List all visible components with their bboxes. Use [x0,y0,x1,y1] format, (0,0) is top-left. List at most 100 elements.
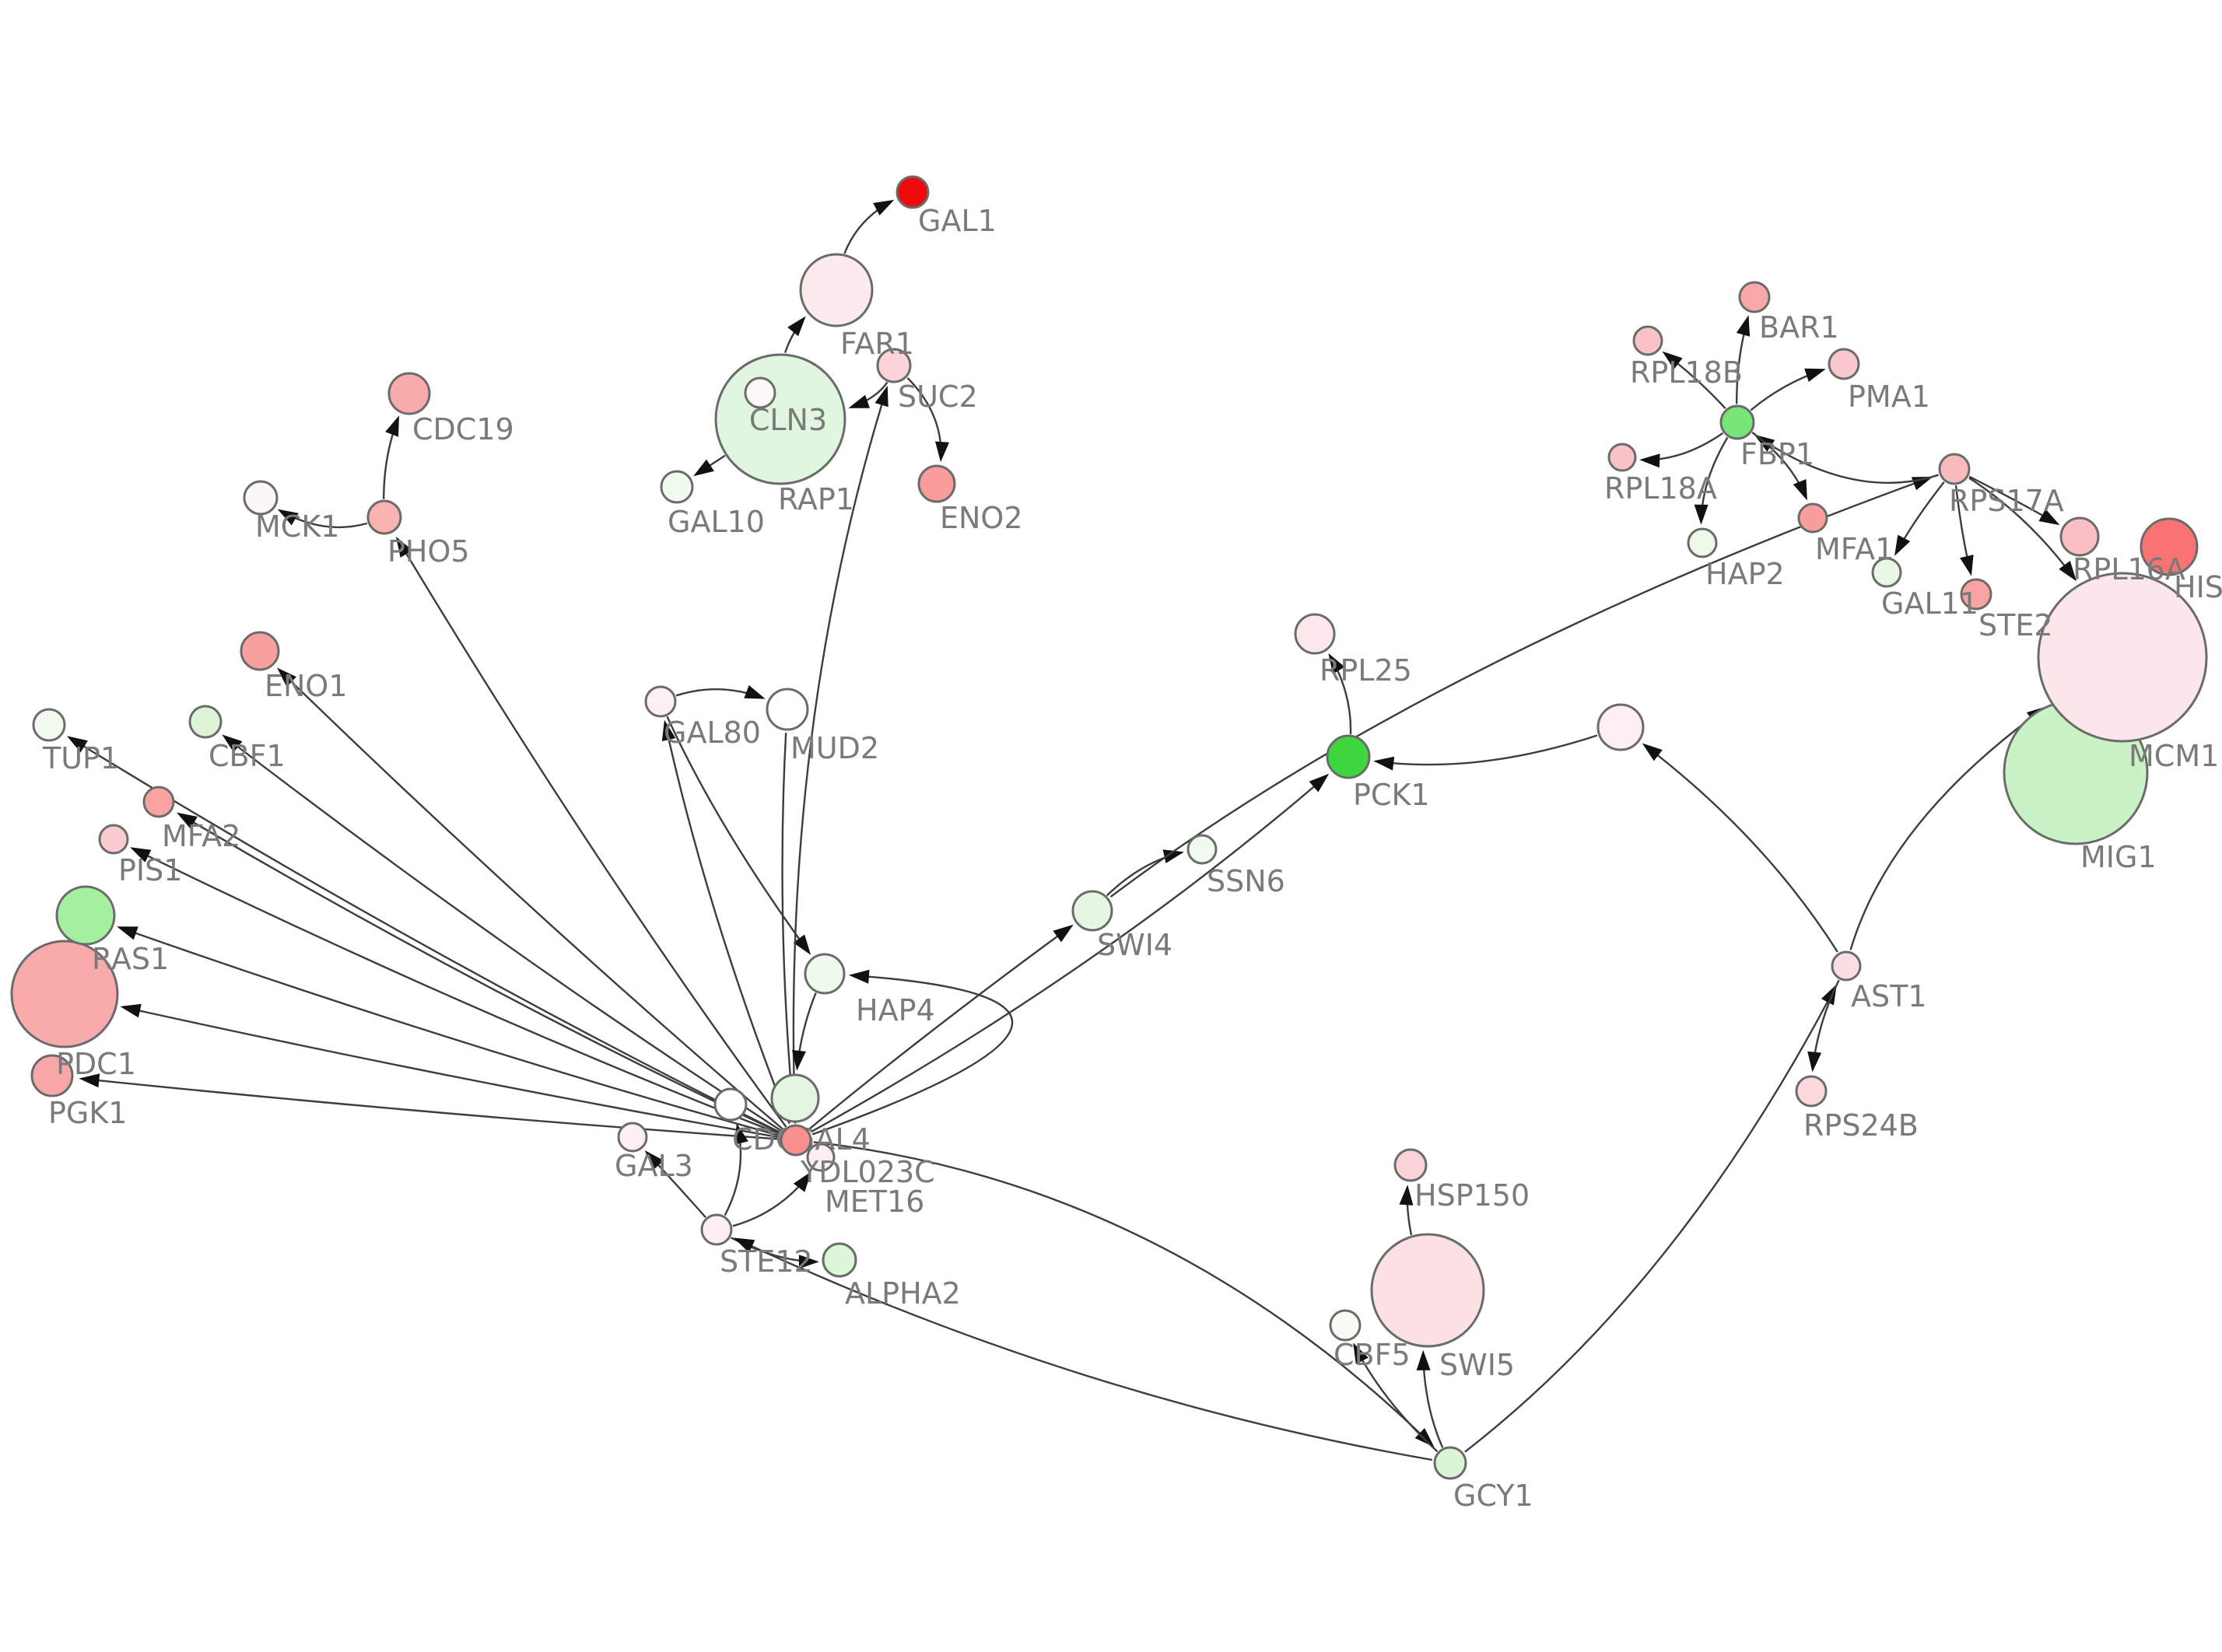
node-PGK1[interactable] [30,1054,74,1097]
edge-RPS17A-RPL16A[interactable] [1968,475,2045,518]
node-ALPHA2[interactable] [822,1242,857,1278]
node-RPL16A[interactable] [2059,516,2100,557]
edge-YDL023C-PHO5[interactable] [405,552,787,1128]
node-GCY1[interactable] [1433,1446,1467,1480]
node-GAL4[interactable] [770,1073,820,1123]
edge-GCY1-STE12[interactable] [750,1244,1433,1461]
node-PHO5[interactable] [366,499,402,535]
edge-YDL023C-PIS1[interactable] [145,854,780,1135]
node-GAL10[interactable] [660,470,694,504]
node-MCK1[interactable] [243,480,279,516]
edge-NODE_X-PCK1[interactable] [1390,734,1598,766]
edge-SWI5-HSP150[interactable] [1406,1202,1413,1236]
node-MCM1[interactable] [2037,572,2208,743]
edge-RPS17A-FBP1[interactable] [1768,443,1939,484]
node-SWI5[interactable] [1370,1233,1485,1348]
node-STE12[interactable] [700,1213,733,1246]
edge-AST1-MCM1[interactable] [1849,716,2034,950]
node-MUD2[interactable] [766,688,809,731]
node-ENO2[interactable] [917,464,956,503]
edge-FBP1-MFA1[interactable] [1751,432,1801,485]
node-MET16[interactable] [806,1143,836,1172]
node-CBF5[interactable] [1329,1309,1362,1342]
edge-YDL023C-SUC2[interactable] [792,402,884,1124]
node-GAL80[interactable] [644,685,677,718]
node-PIS1[interactable] [98,824,129,855]
node-CDC[interactable] [713,1087,748,1122]
node-HAP2[interactable] [1687,527,1718,558]
node-BAR1[interactable] [1738,281,1771,313]
node-RPL25[interactable] [1294,613,1336,655]
edge-YDL023C-GCY1[interactable] [813,1141,1421,1435]
edge-PHO5-CDC19[interactable] [383,432,394,499]
edge-STE12-GAL3[interactable] [656,1162,706,1218]
node-RPS24B[interactable] [1795,1075,1828,1108]
edge-SWI4-RPS17A[interactable] [1109,481,1916,898]
node-CBF1[interactable] [188,705,223,739]
node-SWI4[interactable] [1071,890,1113,932]
node-ENO1[interactable] [240,631,280,671]
edge-GCY1-CBF5[interactable] [1360,1357,1439,1453]
edge-YDL023C-GAL80[interactable] [667,736,790,1125]
node-GAL11[interactable] [1871,557,1902,588]
edge-GCY1-AST1[interactable] [1464,999,1830,1453]
edge-FBP1-HAP2[interactable] [1701,436,1729,508]
edge-CLN3-FAR1[interactable] [783,330,797,353]
node-PCK1[interactable] [1326,734,1371,779]
edge-AST1-NODE_X[interactable] [1656,753,1838,953]
edge-GAL80-MUD2[interactable] [675,688,750,697]
edge-FBP1-RPL18A[interactable] [1656,432,1724,460]
node-GAL1[interactable] [895,175,930,209]
edge-MUD2-YDL023C[interactable] [781,733,794,1104]
edge-FAR1-GAL1[interactable] [843,208,880,254]
edge-YDL023C-CBF1[interactable] [235,744,783,1132]
edge-STE12-MET16[interactable] [732,1184,801,1227]
node-FBP1[interactable] [1719,404,1755,440]
edge-YDL023C-MFA2[interactable] [191,821,781,1134]
node-HIS4[interactable] [2140,517,2199,576]
edge-RPS17A-GAL11[interactable] [1901,481,1945,542]
edge-YDL023C-SWI4[interactable] [808,934,1060,1130]
node-HSP150[interactable] [1393,1148,1428,1182]
edge-AST1-RPS24B[interactable] [1814,979,1840,1055]
edge-YDL023C-HAP4[interactable] [811,975,1014,1136]
node-RAS1[interactable] [55,885,116,946]
node-SSN6[interactable] [1186,834,1218,865]
node-YDL023C[interactable] [780,1124,812,1157]
edge-SUC2-ENO2[interactable] [906,377,942,445]
edge-CLN3-GAL10[interactable] [707,454,726,468]
node-AST1[interactable] [1831,950,1862,982]
node-SUC2[interactable] [876,348,912,383]
edge-RPS17A-MCM1[interactable] [1968,477,2067,568]
node-STE2[interactable] [1960,578,1992,611]
edge-YDL023C-PCK1[interactable] [810,784,1316,1133]
node-MFA2[interactable] [142,786,175,818]
node-MFA1[interactable] [1797,502,1828,534]
node-CDC19[interactable] [387,372,431,415]
edge-STE12-CDCX[interactable] [724,1140,742,1216]
edge-PHO5-MCK1[interactable] [293,516,368,529]
node-FAR1[interactable] [799,253,874,327]
edge-YDL023C-TUP1[interactable] [81,744,782,1134]
node-GAL3[interactable] [617,1122,648,1153]
edge-YDL023C-PDC1[interactable] [137,1009,779,1139]
edge-YDL023C-RAS1[interactable] [133,931,780,1137]
edge-RPS17A-STE2[interactable] [1954,485,1969,559]
node-NODE_X[interactable] [1596,703,1645,751]
node-PMA1[interactable] [1828,348,1860,380]
node-PDC1[interactable] [10,940,119,1048]
node-HAP4[interactable] [804,953,846,995]
edge-YDL023C-PGK1[interactable] [96,1079,779,1140]
edge-GCY1-SWI5[interactable] [1422,1367,1444,1448]
edge-FBP1-PMA1[interactable] [1750,373,1810,411]
edge-YDL023C-ENO1[interactable] [289,679,784,1130]
node-RAP1[interactable] [744,376,776,409]
node-TUP1[interactable] [32,708,66,742]
node-RPL18A[interactable] [1607,443,1637,472]
node-RPL18B[interactable] [1632,325,1663,356]
edge-FBP1-RPL18B[interactable] [1675,361,1726,410]
node-RPS17A[interactable] [1938,453,1971,485]
edge-PCK1-RPL25[interactable] [1335,667,1352,735]
edge-GAL80-HAP4[interactable] [666,716,802,942]
edge-HAP4-GAL4[interactable] [797,992,817,1054]
